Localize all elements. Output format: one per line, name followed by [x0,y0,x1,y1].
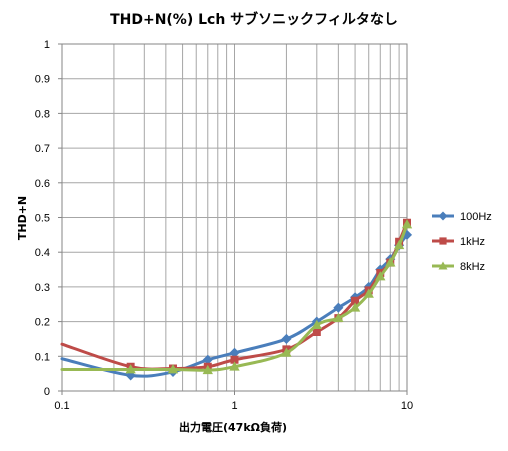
data-point-8khz [229,361,240,371]
y-tick-labels: 0 0.1 0.2 0.3 0.4 0.5 0.6 0.7 0.8 0.9 1 [35,39,62,398]
legend-item-8khz: 8kHz [432,261,485,273]
legend-marker-100hz [438,211,448,221]
legend-marker-8khz [438,261,448,270]
legend-item-1khz: 1kHz [432,236,485,248]
y-tick-label: 0.2 [35,317,50,329]
data-point-8khz [167,364,179,374]
y-axis-title: THD+N [16,196,29,240]
data-point-1khz [312,328,321,337]
data-point-8khz [363,288,374,298]
y-tick-label: 0.4 [35,247,50,259]
data-point-8khz [311,319,322,329]
y-tick-label: 0.8 [35,108,50,120]
data-point-8khz [333,312,344,323]
data-point-1khz [230,355,239,364]
x-axis-title: 出力電圧(47kΩ負荷) [179,420,287,434]
legend-marker-1khz [439,237,447,245]
y-tick-label: 1 [44,39,50,51]
y-tick-label: 0.3 [35,282,50,294]
y-tick-label: 0 [44,386,50,398]
data-point-8khz [401,219,413,229]
legend: 100Hz 1kHz 8kHz [432,211,492,273]
chart-title: THD+N(%) Lch サブソニックフィルタなし [110,11,398,28]
legend-label-100hz: 100Hz [460,211,492,223]
data-point-8khz [281,347,292,357]
legend-item-100hz: 100Hz [432,211,492,223]
legend-label-1khz: 1kHz [460,236,485,248]
data-point-100hz [281,333,292,345]
data-point-8khz [385,257,396,267]
x-tick-label: 0.1 [54,400,69,412]
data-point-100hz [333,302,344,313]
data-point-8khz [393,239,405,250]
y-tick-label: 0.7 [35,143,50,155]
x-tick-label: 1 [231,400,237,412]
data-point-8khz [125,364,136,374]
y-tick-label: 0.9 [35,74,50,86]
y-tick-label: 0.5 [35,213,50,225]
x-tick-label: 10 [401,400,413,412]
data-point-8khz [349,302,361,312]
y-tick-label: 0.6 [35,178,50,190]
y-tick-label: 0.1 [35,351,50,363]
data-point-8khz [202,364,213,375]
grid [62,44,407,391]
x-tick-labels: 0.1 1 10 [54,391,413,412]
data-point-8khz [375,271,386,281]
legend-label-8khz: 8kHz [460,261,485,273]
series-8khz [60,219,413,375]
series-group [60,218,413,381]
